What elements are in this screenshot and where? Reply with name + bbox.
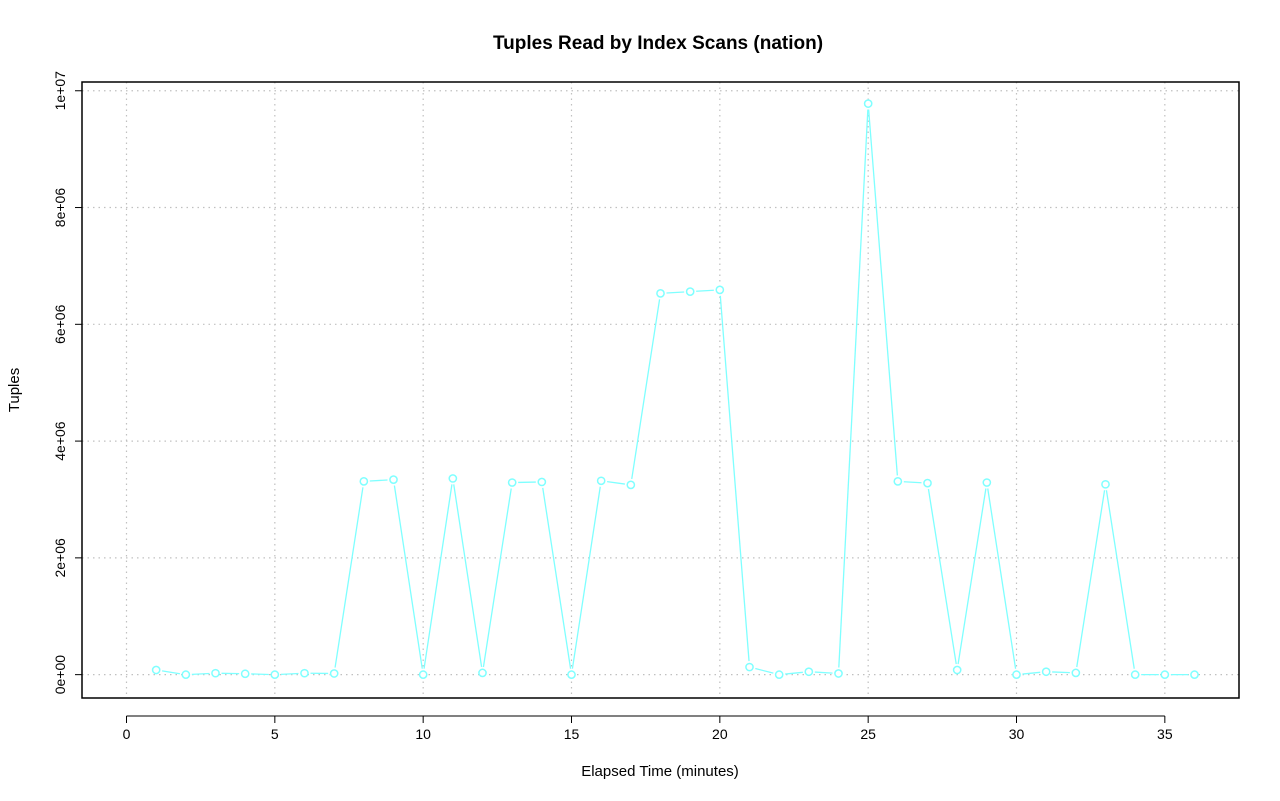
data-point <box>952 665 962 675</box>
data-point <box>685 287 695 296</box>
data-point <box>626 480 636 490</box>
series-line-segment <box>542 487 572 669</box>
y-axis: 0e+00 2e+06 4e+06 6e+06 8e+06 1e+07 <box>52 71 83 695</box>
x-axis-label: Elapsed Time (minutes) <box>581 763 739 780</box>
x-tick-label: 15 <box>564 726 580 742</box>
series-line-segment <box>927 488 957 665</box>
series-line-segment <box>423 484 453 669</box>
y-tick-label: 2e+06 <box>52 538 68 578</box>
series-line-segment <box>393 485 423 669</box>
data-point <box>418 670 428 679</box>
data-point <box>745 662 754 672</box>
series-line-segment <box>957 488 987 665</box>
data-point <box>982 478 992 487</box>
series-line-segment <box>607 480 625 485</box>
series-line-segment <box>453 484 483 668</box>
data-point <box>478 668 487 678</box>
series-line-segment <box>719 295 750 662</box>
plot-frame <box>81 81 1240 699</box>
chart-title: Tuples Read by Index Scans (nation) <box>493 33 823 54</box>
series-line-segment <box>867 109 899 476</box>
data-point <box>211 668 220 678</box>
y-tick-label: 6e+06 <box>52 304 68 344</box>
series-line-segment <box>785 671 803 675</box>
y-tick-label: 8e+06 <box>52 188 68 228</box>
x-tick-label: 10 <box>415 726 431 742</box>
data-point <box>656 289 665 298</box>
series-line-segment <box>1022 671 1041 675</box>
data-point <box>1160 670 1170 679</box>
data-point <box>567 670 576 679</box>
series-line-segment <box>369 479 388 482</box>
series-line-segment <box>631 299 661 480</box>
y-tick-label: 4e+06 <box>52 421 68 461</box>
data-point <box>507 478 517 487</box>
series-line-segment <box>1076 490 1106 668</box>
data-point <box>715 285 725 295</box>
y-tick-label: 0e+00 <box>52 655 68 695</box>
data-point <box>834 669 843 678</box>
series-line-segment <box>838 109 869 668</box>
data-point <box>774 670 784 679</box>
data-point <box>270 670 280 679</box>
data-point <box>804 667 814 677</box>
data-point <box>151 665 161 675</box>
x-tick-label: 25 <box>860 726 876 742</box>
grid <box>82 82 1239 698</box>
y-axis-label: Tuples <box>6 368 23 412</box>
series-line-segment <box>280 672 299 675</box>
data-point <box>537 477 547 487</box>
data-point <box>389 475 398 484</box>
series-line-segment <box>903 481 922 484</box>
series-line-segment <box>814 671 833 674</box>
x-tick-label: 35 <box>1157 726 1173 742</box>
x-tick-label: 20 <box>712 726 728 742</box>
data-point <box>1101 479 1110 489</box>
series-line-segment <box>251 673 269 676</box>
data-point <box>359 477 369 486</box>
data-point <box>181 670 191 679</box>
x-tick-label: 5 <box>271 726 279 742</box>
series-line-segment <box>755 667 774 674</box>
data-point <box>863 99 873 108</box>
data-point <box>448 474 458 483</box>
x-tick-label: 0 <box>123 726 131 742</box>
data-point <box>1071 668 1081 678</box>
data-point <box>1190 670 1199 679</box>
data-point <box>1130 670 1140 679</box>
data-point <box>240 669 250 679</box>
data-point <box>329 669 339 678</box>
data-point <box>300 668 309 678</box>
series-line-segment <box>161 670 181 675</box>
series <box>151 99 1199 679</box>
series-line-segment <box>482 488 512 668</box>
data-point <box>1012 670 1021 679</box>
series-line-segment <box>1105 490 1135 669</box>
series-line-segment <box>666 291 685 294</box>
series-layer <box>151 99 1199 679</box>
series-line-segment <box>987 488 1017 669</box>
data-point <box>893 477 903 486</box>
y-tick-label: 1e+07 <box>52 71 68 111</box>
data-point <box>596 476 606 486</box>
series-line-segment <box>571 486 601 669</box>
data-point <box>1041 667 1051 677</box>
x-axis: 0 5 10 15 20 25 30 35 <box>123 715 1173 742</box>
series-line-segment <box>191 672 210 675</box>
series-line-segment <box>334 487 364 668</box>
x-tick-label: 30 <box>1009 726 1025 742</box>
series-line-segment <box>1052 671 1070 674</box>
data-point <box>923 478 932 488</box>
series-line-segment <box>696 289 714 292</box>
